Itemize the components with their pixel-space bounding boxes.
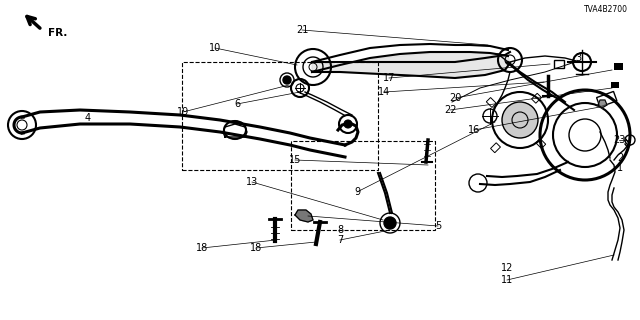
Bar <box>490 143 500 153</box>
Bar <box>614 63 623 70</box>
Circle shape <box>283 76 291 84</box>
Circle shape <box>344 120 352 128</box>
Text: 18: 18 <box>196 243 208 253</box>
Text: 18: 18 <box>250 243 262 253</box>
Text: 14: 14 <box>378 87 390 97</box>
Text: 23: 23 <box>613 135 625 145</box>
Bar <box>611 82 619 88</box>
Text: FR.: FR. <box>48 28 67 38</box>
Polygon shape <box>598 100 607 108</box>
Text: 22: 22 <box>444 105 456 115</box>
Text: 15: 15 <box>289 155 301 165</box>
Circle shape <box>502 102 538 138</box>
Circle shape <box>384 217 396 229</box>
Bar <box>596 92 617 107</box>
Text: 7: 7 <box>337 235 343 245</box>
Bar <box>182 62 378 170</box>
Polygon shape <box>312 52 510 78</box>
Bar <box>532 93 541 103</box>
Text: 9: 9 <box>354 187 360 197</box>
Bar <box>536 139 546 148</box>
Text: 16: 16 <box>468 125 480 135</box>
Text: 17: 17 <box>383 73 395 83</box>
Text: TVA4B2700: TVA4B2700 <box>584 5 628 14</box>
Text: 5: 5 <box>435 221 441 231</box>
Text: 3: 3 <box>575 53 581 63</box>
Bar <box>554 60 564 68</box>
Bar <box>291 141 435 230</box>
Text: 8: 8 <box>337 225 343 235</box>
Bar <box>486 98 496 108</box>
Text: 6: 6 <box>234 99 240 109</box>
Text: 21: 21 <box>296 25 308 35</box>
Text: 11: 11 <box>501 275 513 285</box>
Text: 12: 12 <box>501 263 513 273</box>
Text: 10: 10 <box>209 43 221 53</box>
Polygon shape <box>295 210 313 222</box>
Text: 20: 20 <box>449 93 461 103</box>
Text: 4: 4 <box>85 113 91 123</box>
Text: 2: 2 <box>617 153 623 163</box>
Text: 19: 19 <box>177 107 189 117</box>
Text: 13: 13 <box>246 177 258 187</box>
Text: 1: 1 <box>617 163 623 173</box>
